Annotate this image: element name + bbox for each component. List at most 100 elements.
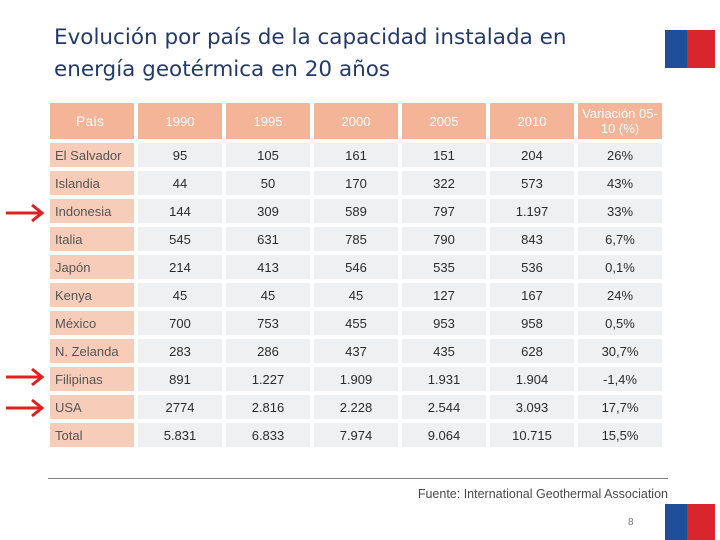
value-cell: 50 [226,171,310,195]
value-cell: 309 [226,199,310,223]
value-cell: 3.093 [490,395,574,419]
value-cell: 0,5% [578,311,662,335]
value-cell: 45 [226,283,310,307]
value-cell: 631 [226,227,310,251]
country-cell: USA [50,395,134,419]
value-cell: 536 [490,255,574,279]
value-cell: 1.197 [490,199,574,223]
table-row: Total 5.831 6.833 7.974 9.064 10.715 15,5% [50,423,662,447]
value-cell: 95 [138,143,222,167]
value-cell: 413 [226,255,310,279]
arrow-usa-icon [6,398,45,418]
table-row: USA 2774 2.816 2.228 2.544 3.093 17,7% [50,395,662,419]
country-cell: Indonesia [50,199,134,223]
source-note: Fuente: International Geothermal Associa… [417,487,668,501]
value-cell: 1.227 [226,367,310,391]
country-cell: Islandia [50,171,134,195]
country-cell: Italia [50,227,134,251]
header-variation: Variación 05-10 (%) [578,103,662,139]
value-cell: 6.833 [226,423,310,447]
value-cell: 546 [314,255,398,279]
slide-title: Evolución por país de la capacidad insta… [54,25,567,82]
value-cell: 435 [402,339,486,363]
table-row: Indonesia 144 309 589 797 1.197 33% [50,199,662,223]
chile-flag-decoration-bottom [665,504,715,540]
country-cell: Filipinas [50,367,134,391]
arrow-indonesia-icon [6,203,45,223]
value-cell: 753 [226,311,310,335]
geothermal-capacity-table: País 1990 1995 2000 2005 2010 Variación … [46,99,666,451]
value-cell: 891 [138,367,222,391]
value-cell: 15,5% [578,423,662,447]
value-cell: -1,4% [578,367,662,391]
value-cell: 10.715 [490,423,574,447]
value-cell: 161 [314,143,398,167]
value-cell: 2.816 [226,395,310,419]
country-cell: Total [50,423,134,447]
value-cell: 2774 [138,395,222,419]
table-header-row: País 1990 1995 2000 2005 2010 Variación … [50,103,662,139]
table-row: N. Zelanda 283 286 437 435 628 30,7% [50,339,662,363]
table-row: Filipinas 891 1.227 1.909 1.931 1.904 -1,4% [50,367,662,391]
table-row: México 700 753 455 953 958 0,5% [50,311,662,335]
value-cell: 455 [314,311,398,335]
value-cell: 785 [314,227,398,251]
value-cell: 573 [490,171,574,195]
arrow-filipinas-icon [6,367,45,387]
value-cell: 700 [138,311,222,335]
header-1995: 1995 [226,103,310,139]
value-cell: 26% [578,143,662,167]
table-row: Japón 214 413 546 535 536 0,1% [50,255,662,279]
header-1990: 1990 [138,103,222,139]
value-cell: 790 [402,227,486,251]
value-cell: 45 [138,283,222,307]
value-cell: 9.064 [402,423,486,447]
value-cell: 151 [402,143,486,167]
value-cell: 545 [138,227,222,251]
value-cell: 589 [314,199,398,223]
table-row: Italia 545 631 785 790 843 6,7% [50,227,662,251]
divider-line [48,478,668,479]
value-cell: 43% [578,171,662,195]
value-cell: 144 [138,199,222,223]
value-cell: 2.544 [402,395,486,419]
value-cell: 24% [578,283,662,307]
value-cell: 204 [490,143,574,167]
table-row: Islandia 44 50 170 322 573 43% [50,171,662,195]
value-cell: 45 [314,283,398,307]
value-cell: 170 [314,171,398,195]
value-cell: 953 [402,311,486,335]
value-cell: 437 [314,339,398,363]
value-cell: 30,7% [578,339,662,363]
country-cell: El Salvador [50,143,134,167]
country-cell: México [50,311,134,335]
value-cell: 958 [490,311,574,335]
country-cell: Kenya [50,283,134,307]
chile-flag-decoration-top [665,0,715,68]
value-cell: 44 [138,171,222,195]
value-cell: 5.831 [138,423,222,447]
value-cell: 17,7% [578,395,662,419]
value-cell: 1.931 [402,367,486,391]
header-2000: 2000 [314,103,398,139]
header-2010: 2010 [490,103,574,139]
header-2005: 2005 [402,103,486,139]
table-row: El Salvador 95 105 161 151 204 26% [50,143,662,167]
value-cell: 1.909 [314,367,398,391]
value-cell: 322 [402,171,486,195]
value-cell: 167 [490,283,574,307]
value-cell: 2.228 [314,395,398,419]
value-cell: 628 [490,339,574,363]
country-cell: N. Zelanda [50,339,134,363]
value-cell: 286 [226,339,310,363]
value-cell: 33% [578,199,662,223]
value-cell: 6,7% [578,227,662,251]
value-cell: 214 [138,255,222,279]
page-number: 8 [628,517,634,528]
value-cell: 797 [402,199,486,223]
header-country: País [50,103,134,139]
country-cell: Japón [50,255,134,279]
value-cell: 535 [402,255,486,279]
value-cell: 843 [490,227,574,251]
table-row: Kenya 45 45 45 127 167 24% [50,283,662,307]
